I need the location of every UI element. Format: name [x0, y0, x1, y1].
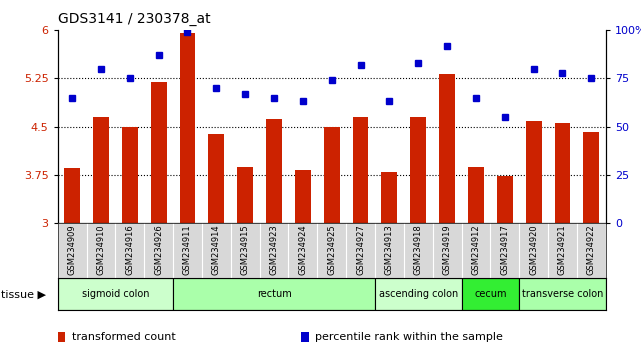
Text: GSM234921: GSM234921 — [558, 225, 567, 275]
Text: GSM234920: GSM234920 — [529, 225, 538, 275]
Text: GSM234918: GSM234918 — [413, 225, 423, 275]
Text: GDS3141 / 230378_at: GDS3141 / 230378_at — [58, 12, 210, 27]
Text: cecum: cecum — [474, 289, 506, 299]
Text: GSM234926: GSM234926 — [154, 225, 163, 275]
Bar — [439, 74, 455, 223]
Text: GSM234909: GSM234909 — [67, 225, 77, 275]
Bar — [375, 278, 462, 310]
Bar — [58, 278, 173, 310]
Bar — [64, 169, 80, 223]
Bar — [208, 134, 224, 223]
Text: GSM234923: GSM234923 — [269, 225, 279, 275]
Text: ascending colon: ascending colon — [379, 289, 458, 299]
Text: GSM234910: GSM234910 — [96, 225, 106, 275]
Text: transverse colon: transverse colon — [522, 289, 603, 299]
Bar — [526, 121, 542, 223]
Bar — [173, 278, 375, 310]
Bar — [583, 132, 599, 223]
Text: GSM234924: GSM234924 — [298, 225, 308, 275]
Text: GSM234915: GSM234915 — [240, 225, 250, 275]
Text: rectum: rectum — [256, 289, 292, 299]
Bar — [179, 33, 196, 223]
Text: tissue ▶: tissue ▶ — [1, 290, 46, 299]
Text: GSM234919: GSM234919 — [442, 225, 452, 275]
Text: transformed count: transformed count — [72, 332, 176, 342]
Bar — [122, 127, 138, 223]
Text: GSM234911: GSM234911 — [183, 225, 192, 275]
Bar — [554, 123, 570, 223]
Bar — [324, 127, 340, 223]
Bar — [93, 117, 109, 223]
Bar — [497, 176, 513, 223]
Text: GSM234925: GSM234925 — [327, 225, 337, 275]
Text: GSM234912: GSM234912 — [471, 225, 481, 275]
Bar — [468, 167, 484, 223]
Text: GSM234913: GSM234913 — [385, 225, 394, 275]
Text: sigmoid colon: sigmoid colon — [81, 289, 149, 299]
Text: GSM234916: GSM234916 — [125, 225, 135, 275]
Bar — [519, 278, 606, 310]
Bar — [381, 172, 397, 223]
Bar — [353, 117, 369, 223]
Text: GSM234922: GSM234922 — [587, 225, 596, 275]
Text: GSM234917: GSM234917 — [500, 225, 510, 275]
Text: GSM234927: GSM234927 — [356, 225, 365, 275]
Bar — [237, 167, 253, 223]
Bar — [295, 170, 311, 223]
Bar — [410, 117, 426, 223]
Text: GSM234914: GSM234914 — [212, 225, 221, 275]
Bar — [462, 278, 519, 310]
Bar — [151, 81, 167, 223]
Text: percentile rank within the sample: percentile rank within the sample — [315, 332, 503, 342]
Bar — [266, 119, 282, 223]
